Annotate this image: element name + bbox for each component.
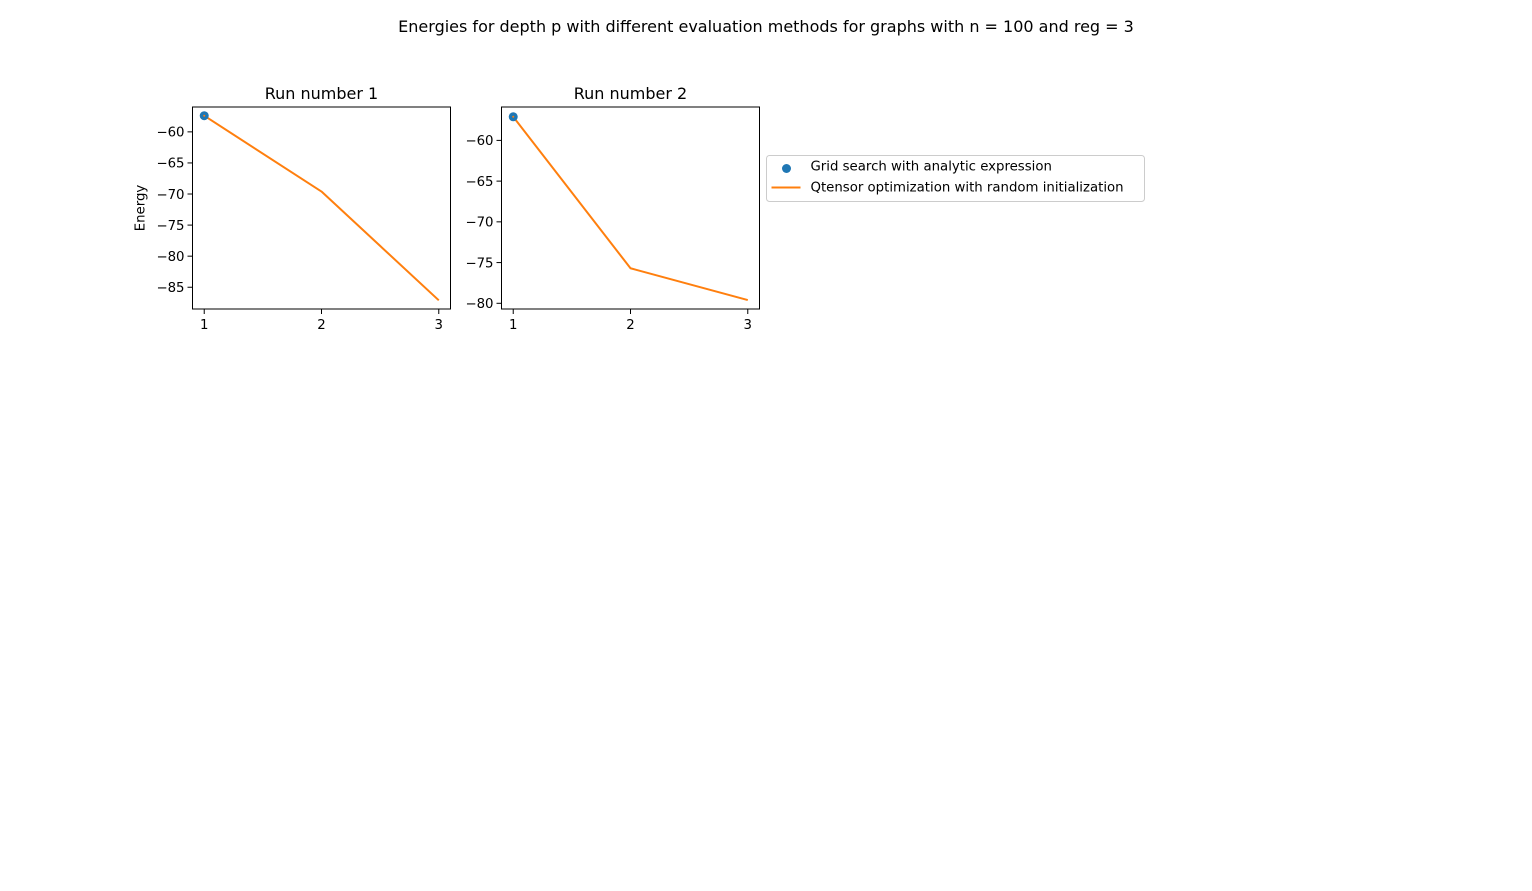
- series-line-qtensor: [203, 114, 440, 302]
- y-tick-label: −80: [156, 250, 184, 265]
- y-tick-label: −75: [465, 256, 493, 271]
- subplot-title: Run number 2: [574, 84, 687, 103]
- y-axis-label: Energy: [134, 185, 149, 232]
- legend-entry-qtensor: Qtensor optimization with random initial…: [811, 181, 1124, 196]
- y-tick-label: −70: [465, 216, 493, 231]
- series-line-qtensor: [512, 116, 749, 302]
- x-tick-label: 2: [626, 318, 634, 333]
- y-tick-label: −65: [465, 175, 493, 190]
- subplot-title: Run number 1: [265, 84, 378, 103]
- subplot-2: Run number 2 1 2 3 −80 −75 −70 −65 −60: [465, 84, 760, 333]
- y-tick-label: −70: [156, 188, 184, 203]
- legend-scatter-marker: [782, 164, 791, 173]
- axes-frame: [192, 106, 451, 310]
- y-tick-label: −60: [465, 134, 493, 149]
- x-tick-label: 2: [317, 318, 325, 333]
- subplot-1: Run number 1 Energy 1 2 3 −85 −80 −75 −70 −65 −60: [134, 84, 451, 333]
- y-tick-label: −85: [156, 281, 184, 296]
- y-tick-label: −60: [156, 126, 184, 141]
- y-tick-label: −80: [465, 297, 493, 312]
- figure-title: Energies for depth p with different eval…: [398, 17, 1134, 36]
- x-tick-label: 1: [200, 318, 208, 333]
- x-tick-label: 1: [509, 318, 517, 333]
- y-tick-label: −75: [156, 219, 184, 234]
- legend-entry-grid-search: Grid search with analytic expression: [811, 160, 1052, 175]
- x-tick-label: 3: [435, 318, 443, 333]
- legend-frame: [766, 155, 1145, 202]
- legend: Grid search with analytic expression Qte…: [766, 155, 1145, 202]
- axes-frame: [501, 106, 760, 310]
- x-tick-label: 3: [744, 318, 752, 333]
- y-tick-label: −65: [156, 157, 184, 172]
